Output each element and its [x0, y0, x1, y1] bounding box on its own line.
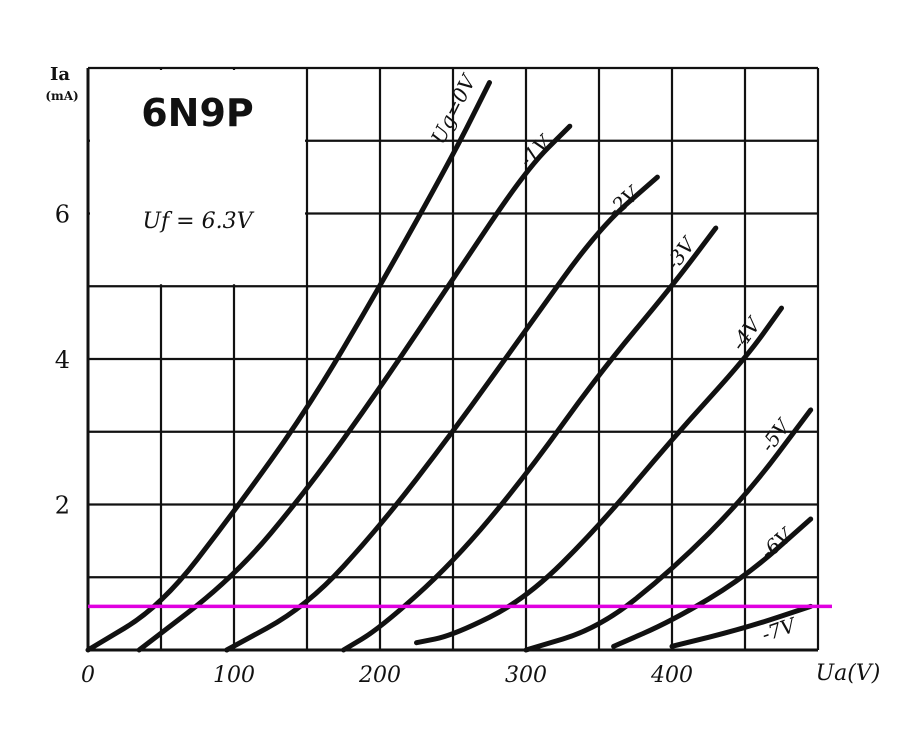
x-tick-label: 200 — [358, 663, 401, 688]
y-tick-label: 2 — [55, 492, 70, 520]
series-label-2: -2V — [602, 180, 645, 222]
series-label-6: -6V — [755, 522, 798, 564]
series-curve-0 — [85, 80, 492, 653]
y-tick-label: 6 — [55, 201, 70, 229]
series-curve-3 — [341, 225, 719, 653]
y-axis-unit: (mA) — [45, 89, 78, 103]
chart-subtitle: Uf = 6.3V — [143, 209, 255, 234]
title-box — [90, 70, 305, 285]
x-tick-label: 300 — [505, 663, 547, 688]
x-tick-label: 0 — [81, 663, 95, 688]
series-curve-5 — [523, 407, 814, 653]
x-tick-label: 400 — [650, 663, 693, 688]
series-label-5: -5V — [755, 413, 796, 457]
y-tick-label: 4 — [55, 346, 70, 374]
series-label-7: -7V — [759, 612, 801, 646]
y-axis-title: Ia — [50, 64, 70, 85]
series-curve-1 — [136, 123, 573, 653]
series-curve-6 — [611, 516, 814, 649]
series-label-4: -4V — [726, 311, 767, 355]
chart-title: 6N9P — [141, 91, 254, 135]
x-tick-label: 100 — [213, 663, 255, 688]
x-axis-title: Ua(V) — [816, 661, 881, 686]
series-curve-7 — [669, 603, 814, 649]
series-label-3: -3V — [660, 231, 701, 275]
series-label-1: -1V — [514, 129, 557, 172]
series-curve-2 — [224, 174, 660, 653]
series-curve-4 — [414, 305, 784, 646]
